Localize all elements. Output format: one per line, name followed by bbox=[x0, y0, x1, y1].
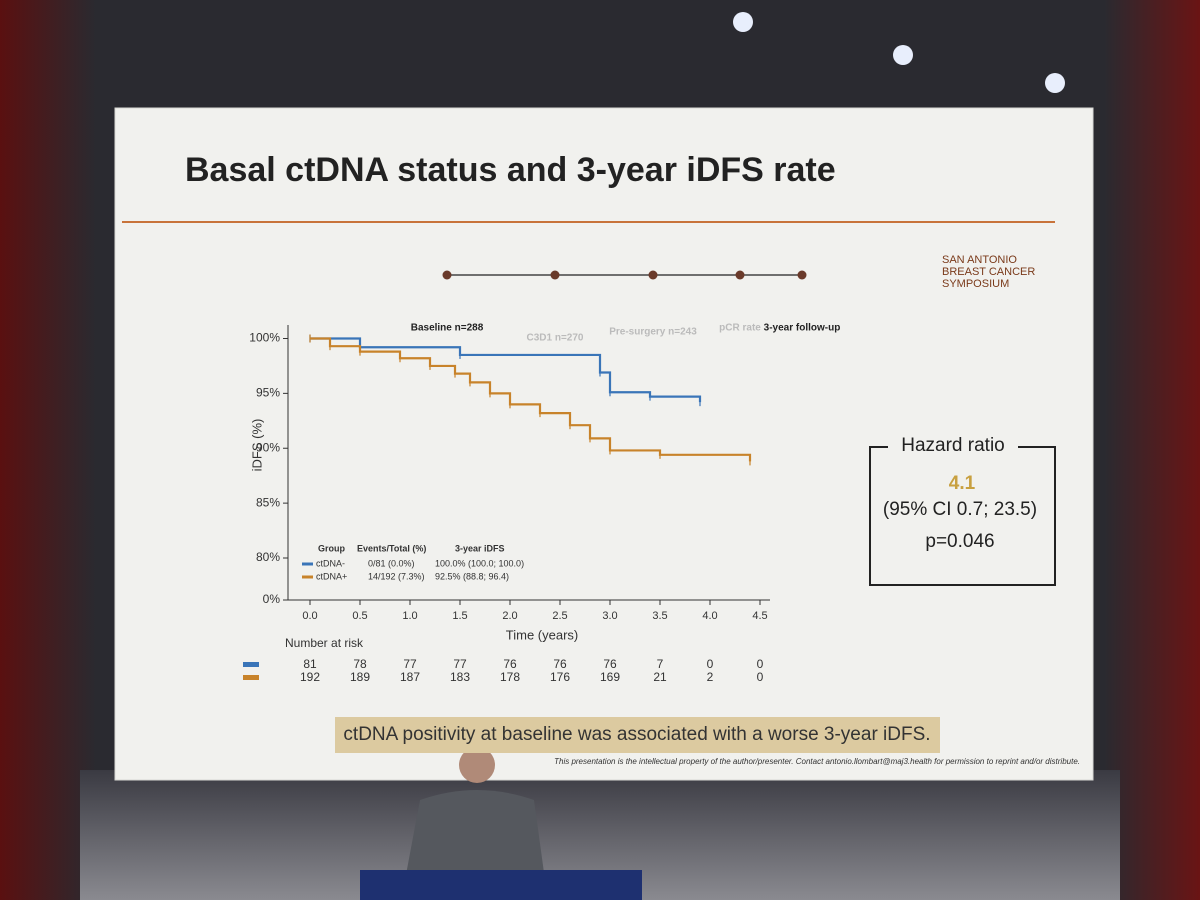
timeline-label: C3D1 n=270 bbox=[527, 333, 584, 344]
logo-line: SAN ANTONIO bbox=[942, 254, 1017, 266]
risk-value: 176 bbox=[550, 670, 570, 684]
stage-light bbox=[1045, 73, 1065, 93]
x-tick-label: 1.0 bbox=[402, 610, 417, 622]
risk-value: 76 bbox=[503, 657, 517, 671]
x-axis-label: Time (years) bbox=[506, 627, 578, 642]
risk-value: 192 bbox=[300, 670, 320, 684]
risk-value: 187 bbox=[400, 670, 420, 684]
x-tick-label: 2.0 bbox=[502, 610, 517, 622]
timeline-dot bbox=[735, 270, 745, 280]
x-tick-label: 0.5 bbox=[352, 610, 367, 622]
timeline-label: pCR rate bbox=[719, 323, 761, 334]
risk-value: 0 bbox=[707, 657, 714, 671]
risk-value: 0 bbox=[757, 657, 764, 671]
y-tick-label: 100% bbox=[249, 331, 280, 345]
legend-label: ctDNA+ bbox=[316, 571, 347, 581]
table-cell: 0/81 (0.0%) bbox=[368, 558, 415, 568]
y-tick-label: 85% bbox=[256, 495, 280, 509]
risk-value: 178 bbox=[500, 670, 520, 684]
legend-label: ctDNA- bbox=[316, 558, 345, 568]
hazard-title-gap bbox=[888, 435, 1018, 457]
risk-value: 7 bbox=[657, 657, 664, 671]
timeline-label: Pre-surgery n=243 bbox=[609, 327, 697, 338]
logo-line: SYMPOSIUM bbox=[942, 278, 1009, 290]
risk-value: 76 bbox=[603, 657, 617, 671]
y-tick-label: 90% bbox=[256, 440, 280, 454]
risk-value: 78 bbox=[353, 657, 367, 671]
risk-title: Number at risk bbox=[285, 636, 364, 650]
podium bbox=[360, 870, 642, 900]
risk-value: 21 bbox=[653, 670, 667, 684]
timeline-dot bbox=[648, 270, 658, 280]
risk-swatch bbox=[243, 675, 259, 680]
risk-value: 81 bbox=[303, 657, 317, 671]
x-tick-label: 3.5 bbox=[652, 610, 667, 622]
table-cell: 100.0% (100.0; 100.0) bbox=[435, 558, 524, 568]
risk-value: 169 bbox=[600, 670, 620, 684]
timeline-dot bbox=[442, 270, 452, 280]
risk-value: 2 bbox=[707, 670, 714, 684]
speaker-head bbox=[459, 747, 495, 783]
x-tick-label: 2.5 bbox=[552, 610, 567, 622]
risk-value: 0 bbox=[757, 670, 764, 684]
risk-value: 189 bbox=[350, 670, 370, 684]
x-tick-label: 3.0 bbox=[602, 610, 617, 622]
x-tick-label: 0.0 bbox=[302, 610, 317, 622]
timeline-label: 3-year follow-up bbox=[764, 323, 841, 334]
x-tick-label: 4.0 bbox=[702, 610, 717, 622]
hazard-title: Hazard ratio bbox=[901, 435, 1005, 456]
risk-value: 183 bbox=[450, 670, 470, 684]
risk-value: 76 bbox=[553, 657, 567, 671]
slide-title: Basal ctDNA status and 3-year iDFS rate bbox=[185, 151, 836, 189]
y-tick-label: 80% bbox=[256, 550, 280, 564]
table-header: Events/Total (%) bbox=[357, 543, 426, 553]
footer: This presentation is the intellectual pr… bbox=[554, 757, 1080, 766]
y-axis-label: iDFS (%) bbox=[249, 419, 264, 472]
timeline-label: Baseline n=288 bbox=[411, 323, 484, 334]
logo-line: BREAST CANCER bbox=[942, 266, 1035, 278]
timeline-dot bbox=[550, 270, 560, 280]
y-tick-label: 95% bbox=[256, 386, 280, 400]
table-cell: 92.5% (88.8; 96.4) bbox=[435, 571, 509, 581]
hazard-ci: (95% CI 0.7; 23.5) bbox=[883, 499, 1037, 520]
stage-light bbox=[733, 12, 753, 32]
timeline-dot bbox=[797, 270, 807, 280]
y-tick-label: 0% bbox=[263, 592, 281, 606]
risk-value: 77 bbox=[453, 657, 467, 671]
stage-light bbox=[893, 45, 913, 65]
table-cell: 14/192 (7.3%) bbox=[368, 571, 425, 581]
hazard-value: 4.1 bbox=[949, 473, 976, 494]
x-tick-label: 4.5 bbox=[752, 610, 767, 622]
risk-swatch bbox=[243, 662, 259, 667]
table-header: Group bbox=[318, 543, 345, 553]
speaker-body bbox=[405, 790, 545, 880]
table-header: 3-year iDFS bbox=[455, 543, 505, 553]
x-tick-label: 1.5 bbox=[452, 610, 467, 622]
conclusion-banner bbox=[335, 717, 940, 753]
hazard-p: p=0.046 bbox=[925, 531, 994, 552]
conclusion: ctDNA positivity at baseline was associa… bbox=[343, 724, 930, 745]
risk-value: 77 bbox=[403, 657, 417, 671]
